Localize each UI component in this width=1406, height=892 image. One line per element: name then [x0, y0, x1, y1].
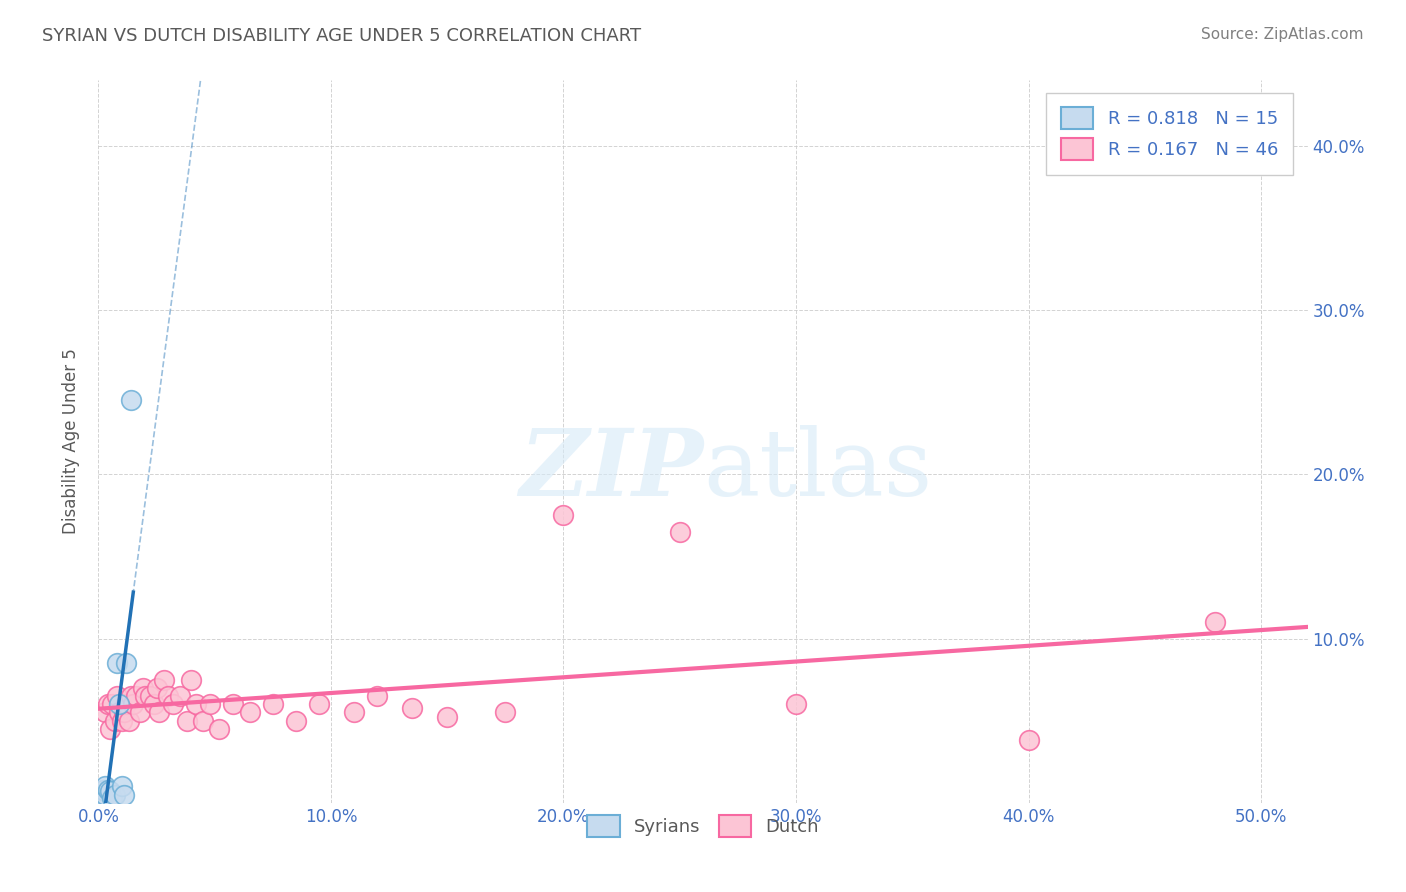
Point — [184, 698, 207, 712]
Point — [198, 698, 221, 712]
Text: SYRIAN VS DUTCH DISABILITY AGE UNDER 5 CORRELATION CHART: SYRIAN VS DUTCH DISABILITY AGE UNDER 5 C… — [42, 27, 641, 45]
Point — [94, 788, 117, 802]
Point — [115, 698, 138, 712]
Point — [343, 706, 366, 720]
Point — [1018, 733, 1040, 747]
Point — [157, 689, 180, 703]
Point — [785, 698, 807, 712]
Point — [239, 706, 262, 720]
Legend: Syrians, Dutch: Syrians, Dutch — [579, 808, 827, 845]
Point — [105, 689, 128, 703]
Point — [131, 681, 153, 695]
Point — [143, 698, 166, 712]
Point — [111, 714, 134, 728]
Point — [98, 722, 121, 736]
Point — [108, 698, 131, 712]
Point — [122, 698, 145, 712]
Point — [104, 788, 127, 802]
Point — [97, 782, 120, 797]
Point — [104, 714, 127, 728]
Point — [129, 706, 152, 720]
Point — [97, 698, 120, 712]
Point — [98, 784, 121, 798]
Point — [366, 689, 388, 703]
Point — [94, 706, 117, 720]
Point — [308, 698, 330, 712]
Point — [115, 657, 138, 671]
Point — [94, 780, 117, 794]
Point — [668, 524, 690, 539]
Text: Source: ZipAtlas.com: Source: ZipAtlas.com — [1201, 27, 1364, 42]
Point — [105, 657, 128, 671]
Point — [118, 714, 141, 728]
Point — [191, 714, 214, 728]
Point — [176, 714, 198, 728]
Point — [285, 714, 308, 728]
Point — [494, 706, 516, 720]
Y-axis label: Disability Age Under 5: Disability Age Under 5 — [62, 349, 80, 534]
Point — [101, 698, 124, 712]
Point — [553, 508, 575, 523]
Point — [436, 710, 458, 724]
Point — [1204, 615, 1226, 630]
Point — [148, 706, 170, 720]
Text: atlas: atlas — [703, 425, 932, 516]
Point — [145, 681, 167, 695]
Point — [124, 689, 146, 703]
Point — [101, 790, 124, 805]
Point — [208, 722, 231, 736]
Point — [120, 689, 142, 703]
Point — [138, 689, 160, 703]
Point — [262, 698, 284, 712]
Point — [108, 706, 131, 720]
Point — [90, 788, 112, 802]
Point — [401, 700, 423, 714]
Point — [112, 706, 135, 720]
Point — [91, 790, 114, 805]
Point — [112, 788, 135, 802]
Text: ZIP: ZIP — [519, 425, 703, 516]
Point — [169, 689, 191, 703]
Point — [152, 673, 174, 687]
Point — [134, 689, 156, 703]
Point — [120, 393, 142, 408]
Point — [111, 780, 134, 794]
Point — [180, 673, 202, 687]
Point — [91, 782, 114, 797]
Point — [222, 698, 245, 712]
Point — [162, 698, 184, 712]
